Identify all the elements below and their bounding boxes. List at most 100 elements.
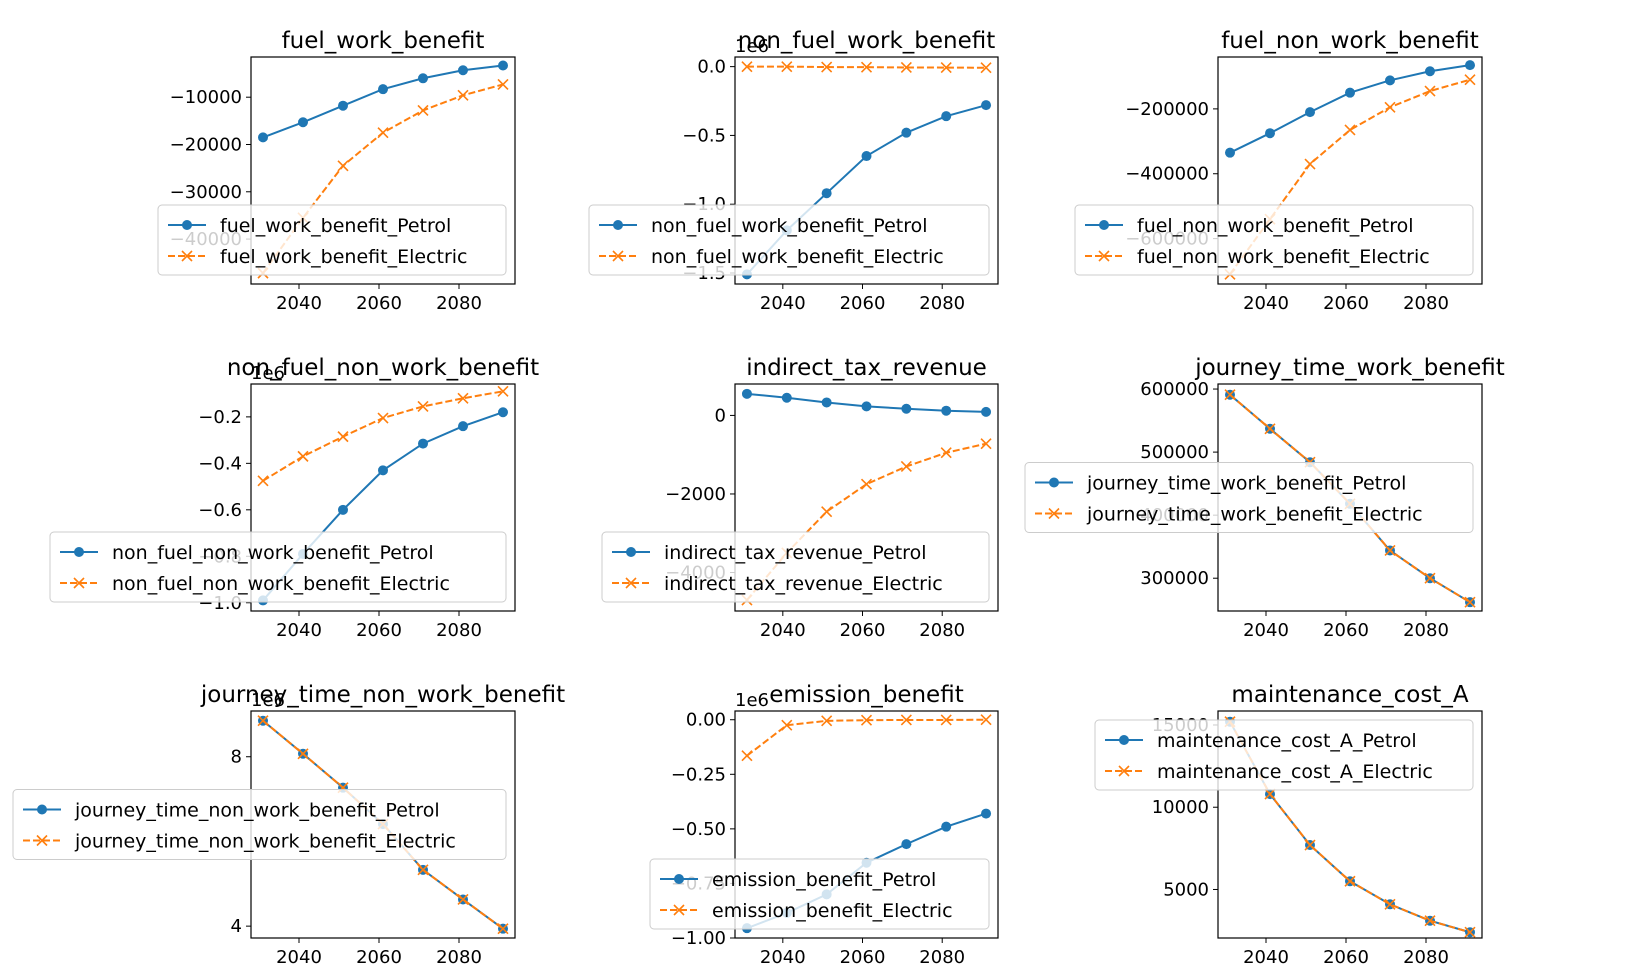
data-point (497, 385, 509, 397)
data-point (980, 62, 992, 74)
legend-marker (626, 547, 636, 557)
series-line (1229, 64, 1471, 154)
data-point (1465, 60, 1475, 71)
data-point (297, 748, 309, 760)
data-point (940, 714, 952, 726)
legend-label: emission_benefit_Petrol (712, 869, 936, 891)
subplot-fuel-non-work-benefit: fuel_non_work_benefit 2040 2060 2080 −200000… (1074, 28, 1483, 314)
data-point (900, 61, 912, 74)
subplot-title: journey_time_work_benefit (1194, 355, 1505, 381)
data-point (940, 62, 952, 74)
data-point (901, 127, 912, 138)
legend: fuel_work_benefit_Petrol fuel_work_benefi… (157, 204, 507, 276)
data-point (337, 431, 349, 443)
axis-offset-text: 1e6 (251, 690, 285, 711)
data-point (1424, 572, 1436, 584)
axes-frame (734, 710, 999, 939)
y-tick-label: 0.0 (697, 57, 726, 78)
data-point (981, 100, 992, 111)
x-tick-label: 2060 (1323, 620, 1369, 641)
data-point (901, 403, 912, 414)
x-tick-label: 2060 (356, 947, 402, 968)
legend-box (157, 204, 507, 276)
data-point (1424, 915, 1436, 927)
legend: non_fuel_work_benefit_Petrol non_fuel_wor… (588, 204, 990, 276)
data-point (1384, 898, 1396, 910)
legend-marker (181, 250, 193, 262)
legend-marker (1118, 765, 1130, 777)
subplot-title: non_fuel_work_benefit (738, 28, 996, 54)
series-fuel-work-benefit-Petrol (258, 60, 508, 143)
data-point (940, 447, 952, 459)
series-maintenance-cost-A-Electric (1224, 716, 1476, 938)
data-point (378, 465, 388, 476)
y-tick-label: 4 (231, 916, 242, 937)
x-tick-label: 2080 (1403, 947, 1449, 968)
data-point (498, 60, 508, 71)
series-fuel-non-work-benefit-Petrol (1225, 60, 1475, 158)
x-tick-label: 2040 (276, 620, 322, 641)
data-point (741, 388, 752, 399)
subplot-title: journey_time_non_work_benefit (200, 682, 565, 708)
y-tick-label: −0.2 (198, 407, 242, 428)
legend-label: fuel_work_benefit_Petrol (220, 215, 451, 237)
x-tick-label: 2080 (436, 947, 482, 968)
legend-marker (673, 904, 685, 916)
data-point (1264, 423, 1276, 435)
legend-marker (674, 874, 684, 884)
data-point (377, 127, 389, 139)
data-point (821, 715, 833, 727)
y-tick-label: 300000 (1140, 568, 1209, 589)
x-tick-label: 2060 (1323, 293, 1369, 314)
legend-label: fuel_work_benefit_Electric (220, 246, 467, 268)
series-line (262, 64, 504, 139)
series-non-fuel-work-benefit-Electric (741, 61, 992, 74)
subplot-indirect-tax-revenue: indirect_tax_revenue2040206020800−2000−4… (601, 355, 999, 641)
legend-label: indirect_tax_revenue_Electric (664, 573, 943, 595)
axis-offset-text: 1e6 (735, 690, 769, 711)
legend-marker (613, 220, 623, 230)
subplot-title: maintenance_cost_A (1231, 682, 1468, 708)
legend-label: non_fuel_work_benefit_Petrol (651, 215, 928, 237)
y-tick-label: 10000 (1152, 797, 1209, 818)
x-tick-label: 2080 (1403, 293, 1449, 314)
x-tick-label: 2080 (919, 620, 965, 641)
subplot-fuel-work-benefit: fuel_work_benefit 2040 2060 2080 −10000 −2000… (157, 28, 516, 314)
y-tick-label: −20000 (170, 134, 242, 155)
data-point (1384, 101, 1396, 113)
legend-label: non_fuel_non_work_benefit_Petrol (112, 542, 434, 564)
data-point (781, 392, 792, 403)
legend: emission_benefit_Petrol emission_benefit_… (649, 858, 990, 930)
data-point (1304, 839, 1316, 851)
legend-label: journey_time_work_benefit_Electric (1086, 504, 1423, 526)
data-point (941, 405, 952, 416)
data-point (457, 392, 469, 404)
data-point (1264, 788, 1276, 800)
data-point (821, 61, 833, 73)
x-tick-label: 2040 (1243, 620, 1289, 641)
data-point (821, 506, 833, 518)
y-tick-label: 500000 (1140, 442, 1209, 463)
data-point (781, 719, 793, 731)
x-tick-label: 2080 (919, 947, 965, 968)
subplot-title: fuel_non_work_benefit (1221, 28, 1479, 54)
legend-label: journey_time_non_work_benefit_Petrol (74, 800, 440, 822)
legend: maintenance_cost_A_Petrol maintenance_cos… (1094, 719, 1474, 791)
data-point (900, 714, 912, 726)
legend: non_fuel_non_work_benefit_Petrol non_fuel… (49, 531, 507, 603)
legend-marker (36, 834, 48, 847)
data-point (1344, 124, 1356, 136)
legend-box (588, 204, 990, 276)
series-line (746, 718, 987, 757)
legend-marker (612, 250, 624, 262)
legend-label: journey_time_non_work_benefit_Electric (74, 831, 456, 853)
data-point (297, 450, 309, 462)
legend-label: non_fuel_non_work_benefit_Electric (112, 573, 450, 595)
x-tick-label: 2060 (840, 947, 886, 968)
y-tick-label: −0.6 (198, 500, 242, 521)
